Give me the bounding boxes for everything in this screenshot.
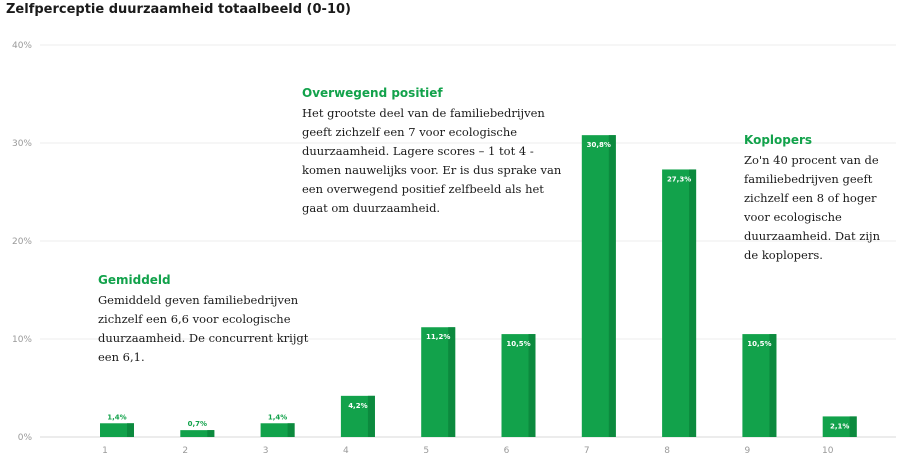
- bar-shade: [367, 395, 375, 437]
- bar-shade: [127, 423, 134, 437]
- annotation-text: Zo'n 40 procent van de familiebedrijven …: [744, 153, 880, 262]
- x-tick-label: 5: [423, 446, 429, 456]
- data-label: 10,5%: [747, 340, 771, 348]
- bar-shade: [528, 334, 536, 437]
- annotation-heading: Gemiddeld: [98, 273, 171, 287]
- bar: [822, 416, 857, 437]
- data-label: 1,4%: [268, 413, 287, 421]
- bar-shade: [689, 169, 697, 437]
- data-label: 27,3%: [667, 175, 691, 183]
- data-label: 1,4%: [107, 413, 126, 421]
- y-tick-label: 40%: [12, 41, 32, 51]
- x-tick-label: 4: [343, 446, 349, 456]
- bar: [260, 423, 295, 437]
- annotation-heading: Koplopers: [744, 133, 813, 147]
- x-tick-label: 8: [664, 446, 670, 456]
- annotation-koplopers: Koplopers Zo'n 40 procent van de familie…: [744, 133, 884, 265]
- annotation-gemiddeld: Gemiddeld Gemiddeld geven familiebedrijv…: [98, 273, 323, 367]
- annotation-text: Het grootste deel van de familiebedrijve…: [302, 106, 562, 215]
- x-tick-label: 6: [504, 446, 510, 456]
- y-tick-label: 30%: [12, 139, 32, 149]
- data-label: 0,7%: [188, 420, 207, 428]
- bar-shade: [608, 135, 616, 437]
- y-tick-label: 0%: [18, 433, 33, 443]
- chart-title: Zelfperceptie duurzaamheid totaalbeeld (…: [6, 2, 351, 17]
- bar-shade: [849, 416, 857, 437]
- bar-shade: [769, 334, 777, 437]
- data-label: 30,8%: [587, 141, 611, 149]
- x-tick-label: 2: [182, 446, 188, 456]
- data-label: 2,1%: [830, 422, 849, 430]
- data-label: 4,2%: [348, 402, 367, 410]
- x-tick-label: 3: [263, 446, 269, 456]
- x-tick-label: 9: [745, 446, 751, 456]
- bar: [100, 423, 134, 437]
- x-tick-label: 7: [584, 446, 590, 456]
- y-tick-label: 10%: [12, 335, 32, 345]
- annotation-overwegend-positief: Overwegend positief Het grootste deel va…: [302, 86, 570, 218]
- bar-shade: [207, 430, 215, 437]
- bar: [180, 430, 215, 437]
- x-tick-label: 1: [102, 446, 108, 456]
- annotation-text: Gemiddeld geven familiebedrijven zichzel…: [98, 293, 309, 364]
- bar-shade: [287, 423, 295, 437]
- x-tick-label: 10: [822, 446, 834, 456]
- bar-shade: [448, 327, 456, 437]
- annotation-heading: Overwegend positief: [302, 86, 443, 100]
- data-label: 10,5%: [506, 340, 530, 348]
- y-tick-label: 20%: [12, 237, 32, 247]
- data-label: 11,2%: [426, 333, 450, 341]
